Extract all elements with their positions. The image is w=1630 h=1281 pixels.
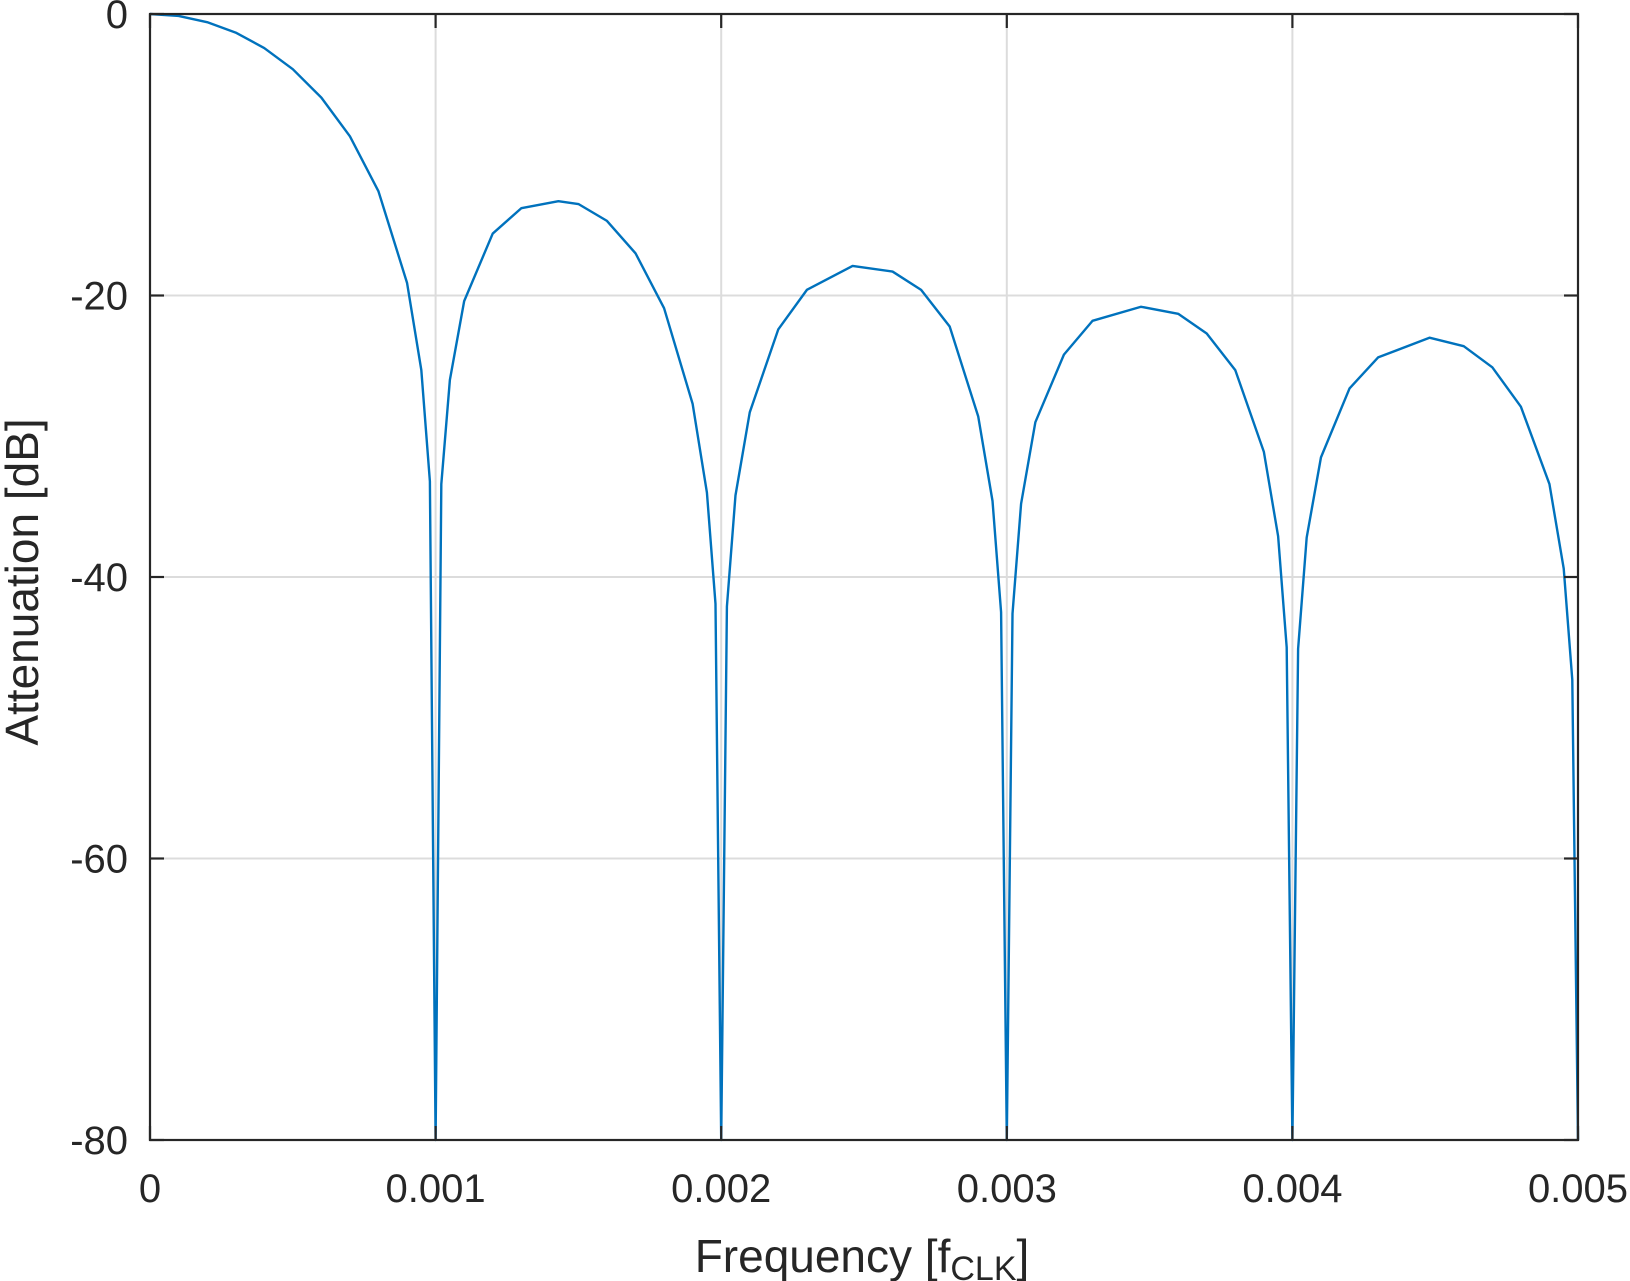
- x-tick-label: 0.002: [671, 1167, 771, 1211]
- x-axis-label-subscript: CLK: [950, 1250, 1016, 1281]
- x-tick-label: 0.005: [1528, 1167, 1628, 1211]
- y-tick-label: -60: [70, 838, 128, 882]
- x-axis-label: Frequency [fCLK]: [695, 1230, 1030, 1281]
- y-tick-label: -20: [70, 275, 128, 319]
- x-axis-label-close: ]: [1017, 1230, 1030, 1281]
- plot-layer: [149, 12, 1580, 1142]
- label-layer: 0 0.001 0.002 0.003 0.004 0.005 0 -20 -40 -60 -80: [70, 0, 1628, 1211]
- grid-layer: [150, 14, 1578, 1140]
- y-axis-label: Attenuation [dB]: [0, 418, 48, 745]
- x-tick-label: 0.004: [1242, 1167, 1342, 1211]
- attenuation-series-line: [149, 12, 1580, 1142]
- axes-layer: [148, 12, 1580, 1142]
- x-tick-label: 0.003: [957, 1167, 1057, 1211]
- y-tick-label: 0: [106, 0, 128, 37]
- x-axis-label-main: Frequency [f: [695, 1230, 951, 1281]
- y-tick-label: -40: [70, 556, 128, 600]
- x-tick-label: 0.001: [386, 1167, 486, 1211]
- x-tick-label: 0: [139, 1167, 161, 1211]
- y-tick-label: -80: [70, 1119, 128, 1163]
